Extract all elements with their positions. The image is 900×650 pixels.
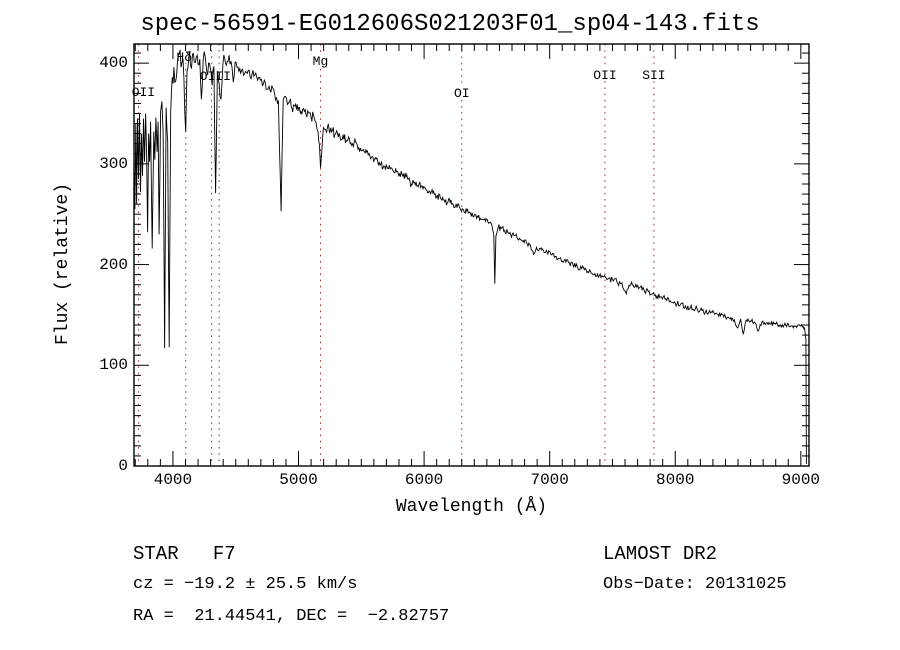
cz-value: cz = −19.2 ± 25.5 km/s [133, 575, 358, 594]
y-tick-label: 0 [118, 457, 128, 475]
line-label: OII [132, 85, 155, 100]
x-tick-label: 4000 [153, 471, 193, 489]
object-class-label: STAR F7 [133, 543, 236, 565]
y-tick-label: 100 [99, 356, 128, 375]
obs-date: Obs−Date: 20131025 [603, 575, 787, 594]
plot-frame [133, 43, 810, 467]
line-label: OI [454, 86, 470, 101]
x-tick-label: 7000 [530, 471, 569, 489]
spectrum-trace [133, 49, 807, 465]
line-label-mask [452, 86, 471, 99]
x-axis-title: Wavelength (Å) [395, 497, 548, 517]
line-label: OIII [200, 69, 231, 84]
x-tick-label: 5000 [279, 471, 318, 489]
line-label-mask [641, 68, 667, 81]
line-label: OII [593, 68, 616, 83]
x-tick-label: 6000 [404, 471, 444, 489]
plot-title: spec-56591-EG012606S021203F01_sp04-143.f… [140, 11, 760, 38]
x-tick-label: 9000 [781, 471, 821, 489]
x-tick-label: 8000 [656, 471, 695, 489]
ra-dec-value: RA = 21.44541, DEC = −2.82757 [133, 607, 450, 626]
line-label: Mg [313, 54, 329, 69]
line-label-mask [130, 85, 157, 98]
survey-label: LAMOST DR2 [603, 543, 718, 565]
y-tick-label: 200 [99, 255, 128, 274]
y-tick-label: 300 [99, 154, 128, 173]
line-label: SII [642, 68, 665, 83]
line-label-mask [311, 54, 330, 67]
y-tick-label: 400 [99, 54, 128, 73]
line-label-mask [592, 68, 618, 81]
y-axis-title: Flux (relative) [53, 182, 73, 346]
